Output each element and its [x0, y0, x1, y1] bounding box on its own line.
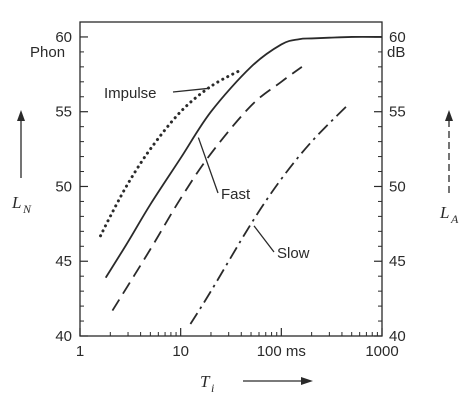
y-right-tick-label: 60 [389, 29, 406, 46]
x-tick-label: 100 ms [257, 343, 306, 360]
x-axis-symbol: T [200, 372, 211, 391]
series-line-dashdot [189, 105, 348, 325]
right-axis-subscript: A [450, 212, 459, 226]
label-leader-line [197, 137, 219, 194]
y-left-tick-label: 50 [55, 178, 72, 195]
ticks-group [79, 36, 383, 337]
y-left-tick-label: 55 [55, 104, 72, 121]
fast-label: Fast [221, 186, 251, 203]
left-axis-symbol: L [11, 193, 21, 212]
right-unit-label: dB [387, 44, 405, 61]
y-left-tick-label: 40 [55, 328, 72, 345]
right-axis-arrowhead [445, 110, 453, 121]
series-line-dotted [99, 68, 243, 238]
right-axis-symbol: L [439, 203, 449, 222]
series-line-solid [104, 35, 383, 279]
x-tick-label: 1000 [365, 343, 398, 360]
x-tick-label: 1 [76, 343, 84, 360]
y-right-tick-label: 40 [389, 328, 406, 345]
y-left-tick-label: 60 [55, 29, 72, 46]
y-right-tick-label: 55 [389, 104, 406, 121]
y-right-tick-label: 50 [389, 178, 406, 195]
left-axis-arrowhead [17, 110, 25, 121]
pointers-group [172, 87, 275, 253]
slow-label: Slow [277, 245, 310, 262]
series-line-dashed [111, 66, 303, 312]
left-axis-subscript: N [22, 202, 32, 216]
x-axis-subscript: i [211, 381, 214, 394]
x-tick-label: 10 [172, 343, 189, 360]
series-group [99, 35, 383, 325]
x-axis-arrowhead [301, 377, 313, 385]
label-leader-line [172, 87, 210, 93]
plot-frame [79, 21, 383, 337]
label-leader-line [253, 225, 275, 253]
impulse-label: Impulse [104, 85, 157, 102]
left-unit-label: Phon [30, 44, 65, 61]
y-right-tick-label: 45 [389, 253, 406, 270]
y-left-tick-label: 45 [55, 253, 72, 270]
